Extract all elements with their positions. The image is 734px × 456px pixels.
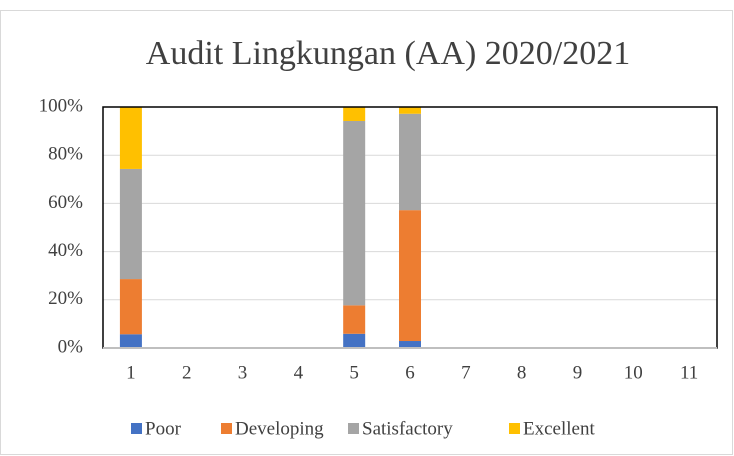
chart-frame — [0, 10, 733, 455]
x-tick-label: 1 — [126, 362, 136, 383]
legend-swatch — [509, 423, 520, 434]
x-tick-label: 5 — [349, 362, 359, 383]
x-tick-label: 4 — [294, 362, 304, 383]
y-tick-label: 80% — [48, 144, 83, 165]
bar-segment — [119, 168, 142, 280]
x-tick-label: 9 — [573, 362, 583, 383]
y-tick-label: 40% — [48, 240, 83, 261]
legend-swatch — [131, 423, 142, 434]
x-tick-label: 7 — [461, 362, 471, 383]
legend-label: Poor — [145, 418, 182, 439]
legend-label: Satisfactory — [362, 418, 453, 439]
y-tick-label: 100% — [39, 95, 84, 116]
y-tick-label: 0% — [58, 336, 84, 357]
x-tick-label: 6 — [405, 362, 415, 383]
bar-segment — [119, 279, 142, 335]
bar-segment — [119, 334, 142, 348]
bar-segment — [343, 106, 366, 121]
bar-segment — [343, 333, 366, 348]
x-tick-label: 3 — [238, 362, 248, 383]
x-tick-label: 10 — [624, 362, 643, 383]
y-tick-label: 60% — [48, 192, 83, 213]
x-tick-label: 8 — [517, 362, 527, 383]
legend-label: Developing — [235, 418, 324, 439]
bar-segment — [343, 120, 366, 306]
legend-swatch — [221, 423, 232, 434]
bar-segment — [399, 113, 421, 211]
legend-label: Excellent — [523, 418, 595, 439]
bar-segment — [343, 305, 366, 334]
y-tick-label: 20% — [48, 288, 83, 309]
bar-segment — [399, 210, 421, 342]
bar-segment — [399, 106, 421, 114]
chart-title: Audit Lingkungan (AA) 2020/2021 — [146, 35, 630, 72]
x-tick-label: 2 — [182, 362, 192, 383]
legend-swatch — [348, 423, 359, 434]
x-tick-label: 11 — [680, 362, 698, 383]
bar-segment — [119, 107, 142, 169]
bar-segment — [399, 341, 421, 348]
